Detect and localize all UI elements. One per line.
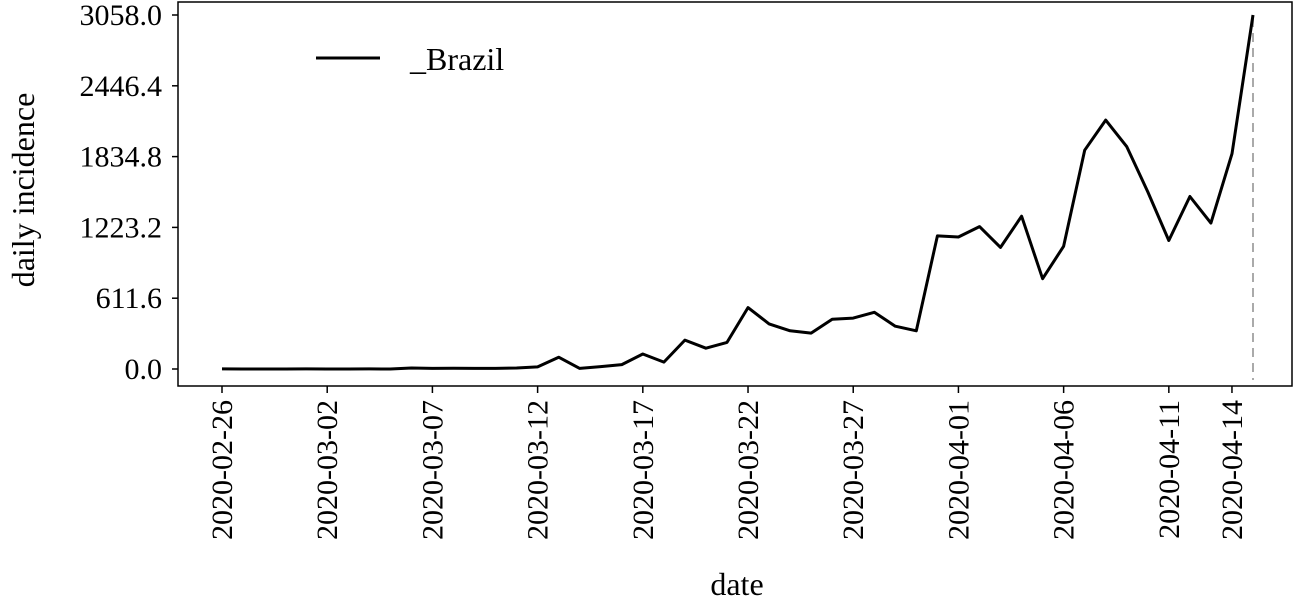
y-tick-label: 1834.8 (80, 141, 163, 174)
legend-entry-label: _Brazil (409, 41, 504, 77)
x-tick-label: 2020-03-17 (627, 400, 660, 540)
y-tick-label: 1223.2 (80, 211, 163, 244)
x-tick-label: 2020-03-22 (732, 400, 765, 540)
x-tick-label: 2020-03-12 (522, 400, 555, 540)
x-tick-label: 2020-04-11 (1153, 400, 1186, 539)
x-tick-label: 2020-03-02 (311, 400, 344, 540)
x-tick-label: 2020-03-07 (416, 400, 449, 540)
series-layer (221, 14, 1255, 371)
y-axis: 0.0 611.6 1223.2 1834.8 2446.4 3058.0 (80, 0, 178, 386)
x-axis: 2020-02-26 2020-03-02 2020-03-07 2020-03-12… (206, 386, 1249, 540)
x-axis-title: date (710, 566, 763, 600)
y-tick-label: 2446.4 (80, 70, 163, 103)
x-tick-label: 2020-04-01 (942, 400, 975, 540)
y-axis-title: daily incidence (5, 93, 41, 288)
x-tick-label: 2020-02-26 (206, 400, 239, 540)
x-tick-label: 2020-04-14 (1216, 400, 1249, 540)
x-tick-label: 2020-04-06 (1048, 400, 1081, 540)
series-line-brazil (221, 14, 1255, 371)
x-tick-label: 2020-03-27 (837, 400, 870, 540)
y-tick-label: 611.6 (96, 282, 162, 315)
y-tick-label: 0.0 (125, 353, 163, 386)
legend: _Brazil (316, 41, 504, 77)
plot-frame (177, 1, 1293, 387)
y-tick-label: 3058.0 (80, 0, 163, 32)
